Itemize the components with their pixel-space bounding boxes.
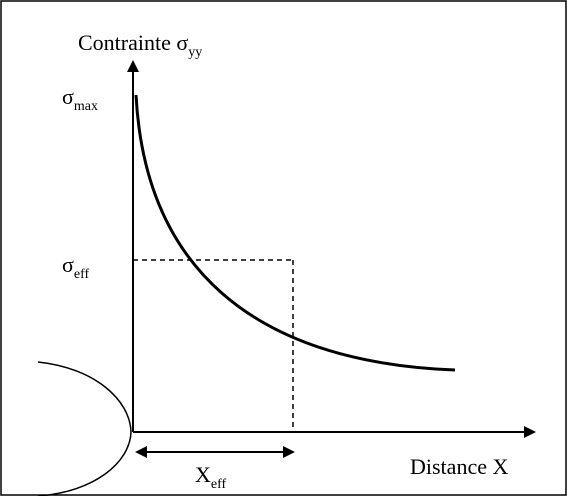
sigma-max-label: σmax <box>62 84 98 114</box>
stress-curve <box>134 94 456 372</box>
y-axis-label: Contrainte σyy <box>78 30 202 60</box>
sigma-eff-label: σeff <box>62 252 89 282</box>
x-eff-label: Xeff <box>195 462 227 492</box>
x-axis-label: Distance X <box>410 454 508 479</box>
crack-tip <box>37 361 132 496</box>
